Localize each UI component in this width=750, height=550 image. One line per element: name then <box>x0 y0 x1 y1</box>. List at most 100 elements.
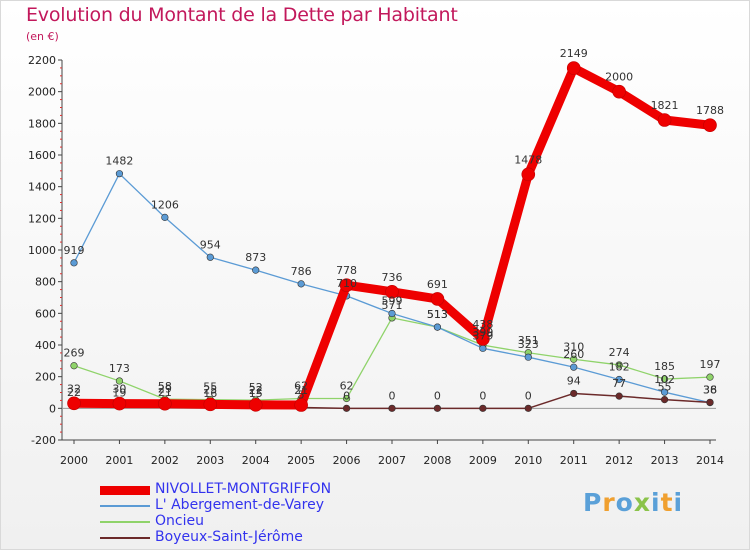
data-point <box>388 309 396 318</box>
data-label: 29 <box>158 383 172 396</box>
chart-unit-label: (en €) <box>26 30 59 43</box>
data-point <box>433 404 442 412</box>
data-point <box>158 396 172 411</box>
data-point <box>297 280 305 288</box>
data-point <box>706 398 714 406</box>
data-point <box>252 266 260 274</box>
data-point <box>612 84 626 99</box>
data-label: 62 <box>340 380 354 393</box>
data-label: 52 <box>249 381 263 394</box>
data-label: 22 <box>249 384 263 397</box>
y-tick-label: 2000 <box>28 86 56 99</box>
y-tick-label: -200 <box>31 434 56 447</box>
legend-swatch <box>100 537 150 539</box>
x-tick-label: 2011 <box>560 454 588 467</box>
data-label: 323 <box>518 338 539 351</box>
x-tick-label: 2013 <box>651 454 679 467</box>
data-label: 102 <box>654 373 675 386</box>
data-label: 778 <box>336 264 357 277</box>
logo-letter: P <box>583 488 603 517</box>
legend-label: L' Abergement-de-Varey <box>155 497 324 513</box>
x-tick-label: 2004 <box>242 454 270 467</box>
x-tick-label: 2012 <box>605 454 633 467</box>
data-point <box>70 362 78 370</box>
data-point <box>479 404 487 412</box>
data-label: 710 <box>336 277 357 290</box>
data-label: 513 <box>427 308 448 321</box>
data-label: 351 <box>518 334 539 347</box>
data-label: 310 <box>563 340 584 353</box>
data-point <box>524 404 532 412</box>
data-point <box>570 363 578 371</box>
legend-label: Oncieu <box>155 513 204 529</box>
data-point <box>476 332 490 346</box>
y-tick-label: 600 <box>35 307 56 320</box>
legend-label: Boyeux-Saint-Jérôme <box>155 529 303 545</box>
data-label: 58 <box>158 380 172 393</box>
data-point <box>248 398 263 412</box>
data-label: 691 <box>427 278 448 291</box>
data-label: 197 <box>700 358 721 371</box>
data-label: 55 <box>658 381 672 394</box>
y-tick-label: 1800 <box>28 117 56 130</box>
data-point <box>388 404 396 412</box>
data-label: 0 <box>479 389 486 402</box>
data-label: 736 <box>382 271 403 284</box>
data-point <box>342 394 351 403</box>
data-label: 873 <box>245 251 266 264</box>
x-tick-label: 2001 <box>105 454 133 467</box>
y-tick-label: 1600 <box>28 149 56 162</box>
logo-letter: t <box>660 488 674 517</box>
x-tick-label: 2003 <box>196 454 224 467</box>
data-point <box>657 113 672 127</box>
data-point <box>115 170 124 178</box>
y-tick-label: 400 <box>35 339 56 352</box>
legend-swatch <box>100 485 150 495</box>
data-point <box>206 253 214 261</box>
data-label: 94 <box>567 374 581 387</box>
legend-label: NIVOLLET-MONTGRIFFON <box>155 481 332 497</box>
data-point <box>70 259 78 267</box>
data-label: 438 <box>472 318 493 331</box>
data-point <box>703 118 717 133</box>
data-label: 2149 <box>560 47 588 60</box>
x-tick-label: 2002 <box>151 454 179 467</box>
y-tick-label: 0 <box>49 402 56 415</box>
data-point <box>339 278 354 292</box>
data-label: 38 <box>703 383 717 396</box>
logo-letter: x <box>633 488 651 517</box>
data-label: 1206 <box>151 198 179 211</box>
data-point <box>112 396 127 411</box>
data-point <box>433 323 442 331</box>
data-label: 599 <box>382 294 403 307</box>
data-label: 1821 <box>651 99 679 112</box>
data-label: 32 <box>67 382 81 395</box>
chart-title: Evolution du Montant de la Dette par Hab… <box>26 4 458 26</box>
data-point <box>615 375 623 384</box>
data-label: 513 <box>427 308 448 321</box>
data-label: 379 <box>472 329 493 342</box>
x-tick-label: 2007 <box>378 454 406 467</box>
data-label: 25 <box>203 383 217 396</box>
data-point <box>660 375 669 383</box>
x-tick-label: 2006 <box>333 454 361 467</box>
data-point <box>430 292 445 306</box>
data-label: 77 <box>612 377 626 390</box>
data-label: 22 <box>67 386 81 399</box>
data-label: 571 <box>382 299 403 312</box>
x-tick-label: 2009 <box>469 454 497 467</box>
x-tick-label: 2010 <box>514 454 542 467</box>
data-label: 16 <box>203 387 217 400</box>
data-point <box>660 388 669 396</box>
y-tick-label: 1400 <box>28 181 56 194</box>
data-point <box>660 396 669 404</box>
proxiti-logo: Proxiti <box>583 488 683 517</box>
y-tick-label: 800 <box>35 276 56 289</box>
data-label: 185 <box>654 360 675 373</box>
data-label: 36 <box>703 384 717 397</box>
data-point <box>161 213 169 221</box>
data-label: 274 <box>609 346 630 359</box>
data-label: 55 <box>203 381 217 394</box>
data-label: 2000 <box>605 71 633 84</box>
